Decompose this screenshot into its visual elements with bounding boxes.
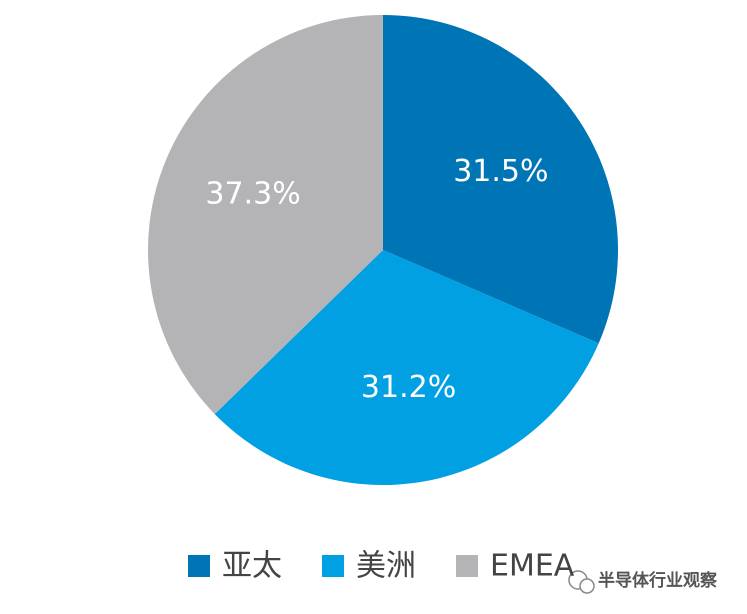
value-label: 31.5% bbox=[453, 154, 548, 189]
legend-label: EMEA bbox=[490, 549, 575, 584]
value-label: 37.3% bbox=[205, 177, 300, 212]
pie-slice bbox=[147, 15, 383, 415]
value-label: 31.2% bbox=[361, 370, 456, 405]
watermark: 半导体行业观察 bbox=[598, 570, 718, 591]
pie-slice bbox=[214, 250, 599, 485]
legend-swatch bbox=[456, 555, 478, 577]
legend-label: 美洲 bbox=[356, 549, 416, 584]
legend-label: 亚太 bbox=[222, 549, 282, 584]
legend-swatch bbox=[188, 555, 210, 577]
watermark-icon bbox=[568, 570, 595, 594]
legend-swatch bbox=[322, 555, 344, 577]
pie-slice bbox=[383, 15, 618, 344]
